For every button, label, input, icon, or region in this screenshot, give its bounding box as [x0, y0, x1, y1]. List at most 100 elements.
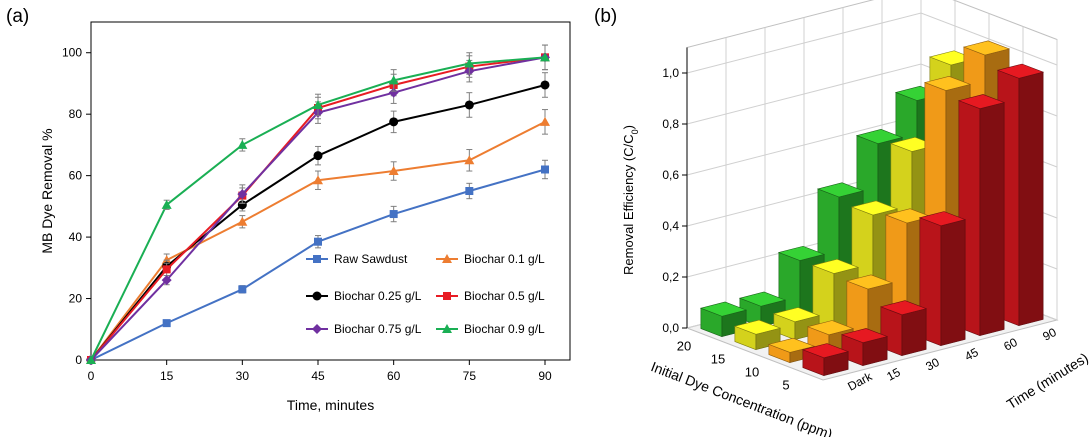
- bar-face-top: [816, 182, 865, 198]
- data-point: [464, 155, 475, 165]
- data-point: [314, 237, 322, 246]
- legend-label: Raw Sawdust: [334, 252, 408, 266]
- bar-face-top: [996, 63, 1045, 79]
- y-tick-label: 80: [69, 107, 83, 121]
- bar-face-side: [1018, 71, 1044, 327]
- bar-face-top: [855, 129, 904, 144]
- x-tick-label: 5: [782, 378, 789, 393]
- bar-face-side: [979, 102, 1005, 337]
- data-point: [238, 285, 247, 294]
- data-point: [161, 275, 172, 286]
- y-tick-label: 0,8: [662, 117, 679, 131]
- data-point: [388, 75, 399, 85]
- bar-face-top: [772, 307, 821, 323]
- legend-marker: [312, 291, 322, 301]
- data-point: [237, 189, 248, 200]
- bar-3d: [840, 328, 889, 367]
- y-tick-label: 0,0: [662, 321, 679, 335]
- data-point: [389, 210, 398, 219]
- bar-face-top: [806, 320, 855, 336]
- data-point: [388, 166, 399, 176]
- z-tick-label: 15: [884, 365, 903, 384]
- data-point: [313, 99, 323, 109]
- data-point: [162, 265, 171, 274]
- bar-face-top: [879, 300, 928, 316]
- series-b05: [87, 44, 549, 364]
- x-tick-label: 30: [236, 369, 250, 383]
- data-point: [540, 80, 550, 90]
- x-tick-label: 60: [387, 369, 401, 383]
- bar-3d: [801, 343, 850, 377]
- data-point: [162, 319, 171, 328]
- legend-label: Biochar 0.25 g/L: [334, 289, 422, 303]
- line-chart: 0 20 40 60 80 100 0 15 30 45 60 75 90 Time, minutes MB…: [39, 21, 571, 413]
- bar-3d: [733, 319, 782, 351]
- legend-marker: [442, 254, 452, 263]
- data-point: [388, 87, 399, 98]
- x-tick-label: 90: [538, 369, 552, 383]
- bar-face-top: [962, 40, 1011, 56]
- bar-face-side: [901, 308, 927, 357]
- legend-label: Biochar 0.5 g/L: [464, 289, 545, 303]
- bar-face-top: [923, 76, 972, 91]
- data-point: [161, 199, 172, 209]
- legend-label: Biochar 0.75 g/L: [334, 322, 422, 336]
- y-tick-label: 0,4: [662, 219, 679, 233]
- legend-entry-b075: Biochar 0.75 g/L: [306, 322, 422, 336]
- bar-face-top: [840, 328, 889, 343]
- y-tick-label: 20: [69, 292, 83, 306]
- z-tick-label: 60: [1001, 335, 1020, 354]
- y-tick-label: 60: [69, 169, 83, 183]
- bar-chart-3d: 0,0 0,2 0,4 0,6 0,8 1,0 Removal Efficiency (C/…: [621, 0, 1090, 437]
- bar-face-side: [940, 219, 966, 347]
- bar-face-top: [738, 291, 787, 307]
- data-point: [237, 216, 248, 226]
- legend-marker: [442, 324, 452, 333]
- data-point: [313, 175, 323, 185]
- x-axis-label: Time, minutes: [287, 397, 374, 413]
- x-tick-label: 15: [160, 369, 174, 383]
- data-point: [237, 139, 248, 149]
- bar-face-top: [918, 211, 967, 227]
- data-point: [464, 100, 474, 110]
- z-tick-label: 30: [923, 355, 942, 374]
- bar-face-top: [733, 319, 782, 335]
- bar-face-top: [811, 258, 860, 274]
- y-tick-label: 1,0: [662, 66, 679, 80]
- z-tick-label: 45: [962, 345, 981, 364]
- bar-face-top: [845, 274, 894, 290]
- legend-label: Biochar 0.1 g/L: [464, 252, 545, 266]
- bar-face-top: [699, 301, 748, 317]
- y-tick-label: 0,2: [662, 270, 679, 284]
- y-tick-label: 0,6: [662, 168, 679, 182]
- panel-label-b: (b): [594, 6, 618, 27]
- data-point: [541, 165, 549, 174]
- legend-entry-b05: Biochar 0.5 g/L: [436, 289, 545, 303]
- y-axis-label: MB Dye Removal %: [39, 128, 55, 253]
- legend-entry-b01: Biochar 0.1 g/L: [436, 252, 545, 266]
- data-point: [540, 52, 550, 62]
- bar-face-top: [957, 94, 1006, 109]
- bar-3d: [879, 300, 928, 357]
- data-point: [464, 58, 475, 68]
- panel-label-a: (a): [6, 6, 30, 27]
- x-tick-label: 0: [88, 369, 95, 383]
- x-tick-label: 20: [677, 339, 691, 354]
- data-point: [313, 151, 323, 161]
- x-tick-label: 45: [311, 369, 325, 383]
- y-tick-label: 40: [69, 230, 83, 244]
- legend-entry-b025: Biochar 0.25 g/L: [306, 289, 422, 303]
- legend-marker: [313, 255, 321, 263]
- x-tick-label: 15: [711, 352, 725, 367]
- legend-label: Biochar 0.9 g/L: [464, 322, 545, 336]
- legend-entry-b09: Biochar 0.9 g/L: [436, 322, 545, 336]
- x-tick-label: 75: [463, 369, 477, 383]
- data-point: [540, 116, 550, 126]
- bar-face-top: [850, 200, 899, 216]
- bar-3d: [918, 211, 967, 347]
- data-point: [86, 355, 96, 364]
- z-tick-label: 90: [1040, 325, 1059, 344]
- series-b09: [86, 44, 550, 364]
- y-tick-label: 0: [75, 353, 82, 367]
- data-point: [237, 200, 247, 210]
